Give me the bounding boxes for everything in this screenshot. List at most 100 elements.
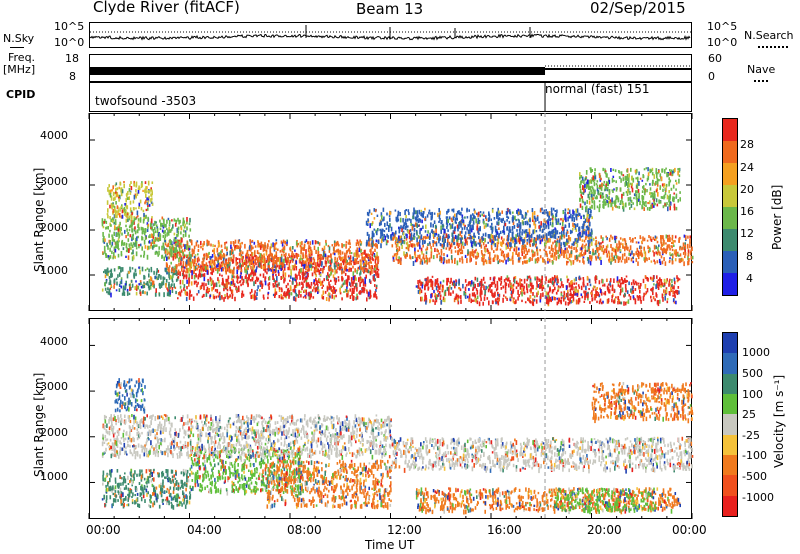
scatter-cell: [237, 257, 239, 260]
scatter-cell: [644, 284, 647, 289]
scatter-cell: [634, 301, 637, 305]
scatter-cell: [602, 284, 604, 287]
scatter-cell: [230, 251, 233, 256]
scatter-cell: [606, 244, 609, 248]
scatter-cell: [444, 292, 447, 296]
scatter-cell: [231, 289, 234, 294]
scatter-cell: [228, 282, 230, 285]
scatter-cell: [102, 252, 105, 255]
scatter-cell: [549, 222, 552, 226]
scatter-cell: [419, 239, 421, 243]
scatter-cell: [580, 293, 583, 296]
scatter-cell: [182, 264, 184, 268]
scatter-cell: [668, 234, 671, 238]
scatter-cell: [110, 284, 112, 287]
scatter-cell: [302, 254, 305, 259]
scatter-cell: [128, 229, 131, 232]
scatter-cell: [140, 226, 143, 231]
scatter-cell: [632, 295, 635, 299]
scatter-cell: [104, 282, 106, 287]
scatter-cell: [616, 276, 619, 281]
scatter-cell: [364, 283, 367, 287]
scatter-cell: [455, 294, 458, 300]
scatter-cell: [285, 292, 287, 296]
scatter-cell: [461, 214, 464, 219]
scatter-cell: [131, 215, 133, 220]
scatter-cell: [452, 282, 455, 287]
scatter-cell: [552, 280, 554, 285]
scatter-cell: [565, 293, 568, 298]
scatter-cell: [318, 278, 321, 282]
scatter-cell: [334, 256, 336, 260]
scatter-cell: [424, 285, 426, 290]
scatter-cell: [163, 223, 165, 227]
scatter-cell: [595, 257, 598, 261]
scatter-cell: [349, 259, 352, 263]
power-colorbar-swatch: [723, 185, 737, 207]
nsky-label: N.Sky: [3, 32, 35, 45]
scatter-cell: [362, 260, 365, 265]
scatter-cell: [172, 246, 175, 251]
scatter-cell: [553, 296, 555, 301]
scatter-cell: [431, 292, 433, 298]
scatter-cell: [420, 247, 423, 253]
scatter-cell: [197, 265, 200, 269]
scatter-cell: [439, 283, 442, 288]
scatter-cell: [272, 285, 275, 288]
scatter-cell: [339, 266, 341, 271]
scatter-cell: [433, 212, 436, 215]
scatter-cell: [494, 283, 497, 288]
scatter-cell: [670, 245, 672, 248]
scatter-cell: [137, 215, 139, 218]
scatter-cell: [337, 264, 340, 267]
scatter-cell: [399, 238, 402, 243]
scatter-cell: [492, 292, 494, 298]
scatter-cell: [287, 266, 289, 271]
scatter-cell: [517, 258, 520, 263]
scatter-cell: [589, 260, 592, 266]
scatter-cell: [128, 243, 131, 247]
scatter-cell: [595, 247, 598, 251]
scatter-cell: [581, 254, 584, 257]
scatter-cell: [585, 231, 587, 236]
scatter-cell: [630, 257, 633, 262]
scatter-cell: [496, 280, 499, 286]
scatter-cell: [371, 253, 373, 257]
scatter-cell: [601, 301, 603, 305]
scatter-cell: [150, 233, 153, 238]
scatter-cell: [104, 287, 107, 291]
scatter-cell: [326, 286, 329, 292]
scatter-cell: [180, 242, 182, 246]
scatter-cell: [252, 264, 254, 270]
scatter-cell: [578, 254, 580, 257]
scatter-cell: [193, 249, 195, 255]
scatter-cell: [678, 278, 681, 281]
scatter-cell: [511, 294, 513, 299]
scatter-cell: [186, 254, 189, 258]
scatter-cell: [361, 254, 363, 257]
scatter-cell: [691, 261, 694, 264]
scatter-cell: [453, 280, 455, 283]
scatter-cell: [121, 189, 124, 194]
scatter-cell: [186, 242, 189, 247]
scatter-cell: [127, 212, 130, 215]
scatter-cell: [343, 244, 345, 247]
scatter-cell: [454, 226, 456, 232]
scatter-cell: [542, 222, 545, 228]
scatter-cell: [449, 292, 452, 295]
scatter-cell: [542, 285, 545, 289]
scatter-cell: [231, 274, 234, 279]
scatter-cell: [670, 286, 672, 292]
scatter-cell: [168, 246, 171, 249]
scatter-cell: [518, 257, 520, 261]
scatter-cell: [359, 290, 361, 295]
scatter-cell: [293, 254, 296, 259]
scatter-cell: [348, 275, 350, 281]
scatter-cell: [142, 290, 144, 294]
scatter-cell: [496, 300, 498, 304]
scatter-cell: [238, 288, 240, 293]
scatter-cell: [378, 222, 381, 227]
scatter-cell: [123, 206, 126, 212]
scatter-cell: [480, 279, 483, 284]
scatter-cell: [138, 283, 140, 286]
